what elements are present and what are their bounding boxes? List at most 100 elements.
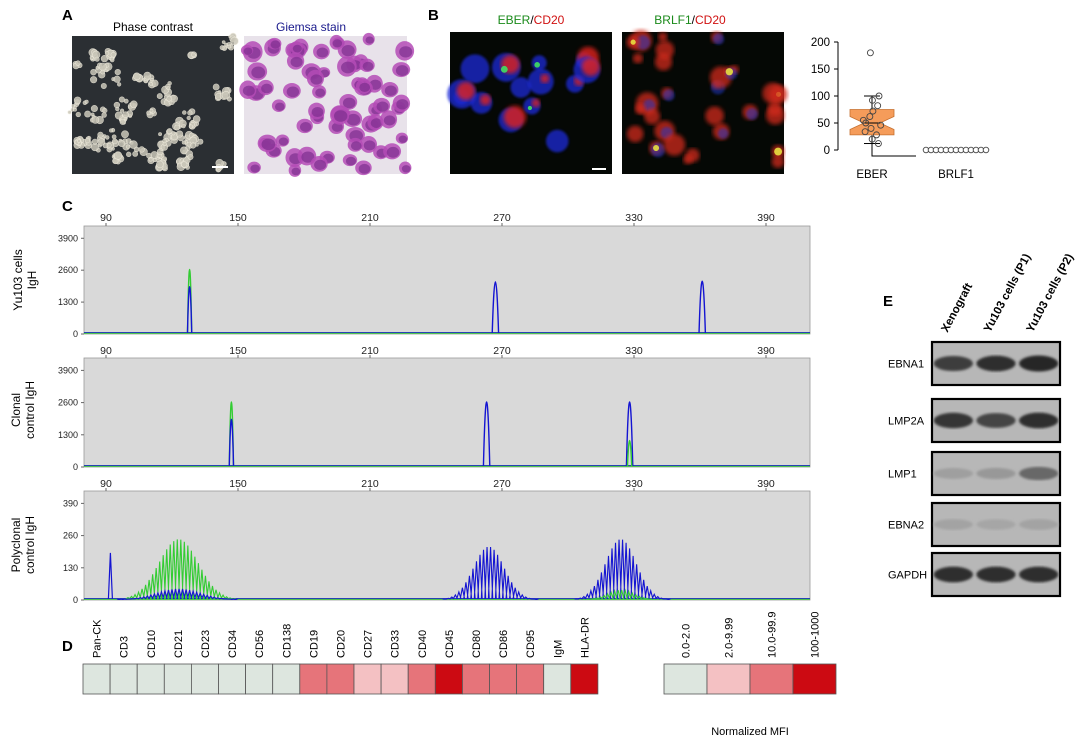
cell-cluster (187, 51, 198, 60)
heat-cell (326, 663, 355, 695)
x-tick-label: 330 (625, 345, 643, 357)
heat-cell (407, 663, 436, 695)
ylabel-line: control IgH (23, 381, 37, 439)
marker-label: CD138 (281, 624, 293, 658)
marker-label: CD95 (525, 630, 537, 658)
heat-cell (489, 663, 518, 695)
blue-distribution (574, 539, 671, 600)
x-tick-label: 390 (757, 212, 775, 224)
brlf1-cd20-fluorescence (622, 29, 788, 174)
cell-cluster (89, 105, 108, 125)
cell-cluster (104, 47, 117, 63)
x-tick-label: 150 (229, 345, 247, 357)
green-peak (626, 440, 633, 467)
cell-cluster (73, 136, 82, 149)
cell-cluster (91, 131, 106, 146)
panel-d-letter: D (62, 638, 73, 655)
plot-area (83, 225, 811, 335)
blot-band (933, 519, 973, 530)
legend-title: Normalized MFI (711, 726, 789, 738)
cell-cluster (132, 72, 144, 83)
blue-spike (107, 552, 113, 600)
fluorescent-cell (712, 123, 730, 140)
phase-contrast-caption: Phase contrast (113, 20, 194, 34)
blot-band (933, 566, 973, 583)
fluorescent-cell (523, 97, 541, 115)
eber-point (874, 102, 882, 110)
cell-cluster (219, 32, 239, 51)
trace-group (228, 401, 634, 467)
cell-cluster (98, 62, 122, 89)
x-tick-label: 390 (757, 478, 775, 490)
heat-cell (570, 663, 599, 695)
heat-cell (380, 663, 409, 695)
y-tick-label: 100 (811, 91, 830, 103)
x-tick-label: 90 (100, 212, 112, 224)
fluorescent-cell (767, 101, 783, 117)
cell-cluster (155, 159, 168, 172)
marker-label: CD56 (254, 630, 266, 658)
heat-cell (82, 663, 111, 695)
mfi-legend: 0.0-2.0 2.0-9.99 10.0-99.9 100-1000 Normaliz… (663, 612, 837, 738)
fluorescent-cell (460, 54, 490, 84)
blot-row-ebna2: EBNA2 (888, 501, 1062, 548)
blot-band (1019, 355, 1059, 372)
legend-bin-label: 0.0-2.0 (681, 624, 693, 658)
panel-a-letter: A (62, 7, 73, 24)
blot-band (933, 355, 973, 372)
heat-cell (109, 663, 138, 695)
stained-cell (395, 132, 409, 144)
lane-label: Yu103 cells (P2) (1025, 252, 1076, 335)
blue-peak (228, 418, 235, 467)
marker-label: CD86 (498, 630, 510, 658)
x-tick-label: 210 (361, 478, 379, 490)
marker-label: CD27 (363, 630, 375, 658)
marker-label: CD45 (444, 630, 456, 658)
fluorescent-cell (655, 40, 675, 60)
y-tick-label: 50 (817, 118, 830, 130)
caption-part: BRLF1 (654, 13, 692, 27)
x-tick-label: 210 (361, 212, 379, 224)
cell-cluster (125, 138, 148, 157)
eber-point (861, 128, 869, 136)
stained-cell (339, 94, 358, 110)
y-tick-label: 200 (811, 37, 830, 49)
fluorescent-cell (742, 104, 758, 120)
lane-label: Yu103 cells (P1) (982, 252, 1033, 335)
heat-cell (136, 663, 165, 695)
stained-cell (392, 62, 411, 78)
cell-cluster (175, 108, 201, 126)
x-tick-label: 330 (625, 478, 643, 490)
marker-label: CD80 (471, 630, 483, 658)
track-ylabel: Clonalcontrol IgH (9, 381, 37, 439)
eber-point (877, 121, 885, 129)
stained-cell (355, 78, 372, 94)
stained-cell (342, 154, 358, 167)
scale-bar (212, 166, 228, 168)
blot-row-lmp1: LMP1 (888, 450, 1062, 497)
panel-b-letter: B (428, 7, 439, 24)
stained-cell (355, 160, 372, 176)
eber-point (873, 131, 880, 139)
giemsa-micrograph (239, 32, 415, 177)
x-tick-label: 150 (229, 212, 247, 224)
blot-band (933, 468, 973, 479)
fluorescent-cell (626, 125, 644, 143)
phase-contrast-micrograph (67, 32, 239, 174)
cell-cluster (113, 96, 138, 120)
blue-peak (482, 401, 491, 467)
marker-label: CD21 (173, 630, 185, 658)
fluorescent-cell (626, 35, 640, 49)
marker-label: HLA-DR (579, 617, 591, 658)
heat-cell (543, 663, 572, 695)
protein-label: GAPDH (888, 570, 927, 582)
stained-cell (288, 163, 302, 177)
stained-cell (347, 137, 363, 152)
marker-label: CD10 (146, 630, 158, 658)
green-distribution (587, 588, 653, 600)
stained-cell (359, 58, 375, 72)
ylabel-line: Polyclonal (9, 518, 23, 573)
cell-cluster (160, 130, 185, 151)
track-2: 90 150 210 270 330 3900130026003900Clonalcont… (9, 345, 811, 472)
